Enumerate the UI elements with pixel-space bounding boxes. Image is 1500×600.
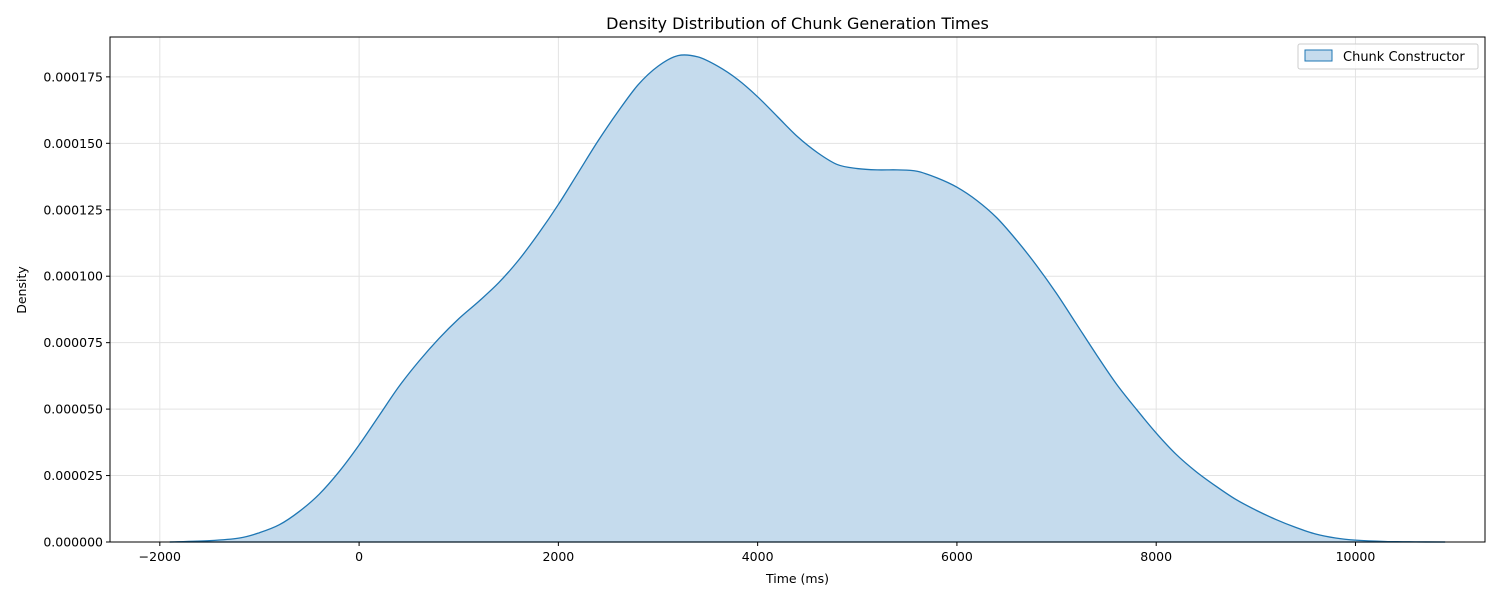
y-tick-label: 0.000125	[43, 202, 103, 217]
legend-box	[1297, 43, 1479, 70]
y-tick-label: 0.000175	[43, 69, 103, 84]
x-tick-label: 2000	[542, 549, 574, 564]
plot-frame	[109, 36, 1486, 543]
legend: Chunk Constructor	[1297, 43, 1479, 70]
y-tick-label: 0.000025	[43, 468, 103, 483]
x-axis-ticks: −2000 0 2000 4000 6000 8000 10000	[139, 542, 1376, 564]
legend-label: Chunk Constructor	[1343, 50, 1465, 65]
x-tick-label: 10000	[1336, 549, 1376, 564]
chart-title: Density Distribution of Chunk Generation…	[606, 14, 989, 33]
x-axis-label: Time (ms)	[765, 571, 829, 586]
density-line	[169, 54, 1446, 543]
y-tick-label: 0.000050	[43, 402, 103, 417]
y-tick-label: 0.000150	[43, 136, 103, 151]
x-tick-label: −2000	[139, 549, 181, 564]
x-tick-label: 8000	[1140, 549, 1172, 564]
x-tick-label: 4000	[742, 549, 774, 564]
density-fill	[169, 54, 1446, 543]
x-tick-label: 6000	[941, 549, 973, 564]
y-tick-label: 0.000075	[43, 335, 103, 350]
y-tick-label: 0.000000	[43, 535, 103, 550]
y-axis-ticks: 0.000000 0.000025 0.000050 0.000075 0.000100…	[43, 69, 110, 550]
legend-swatch	[1304, 49, 1333, 62]
y-tick-label: 0.000100	[43, 269, 103, 284]
y-axis-label: Density	[14, 266, 29, 314]
x-tick-label: 0	[355, 549, 363, 564]
